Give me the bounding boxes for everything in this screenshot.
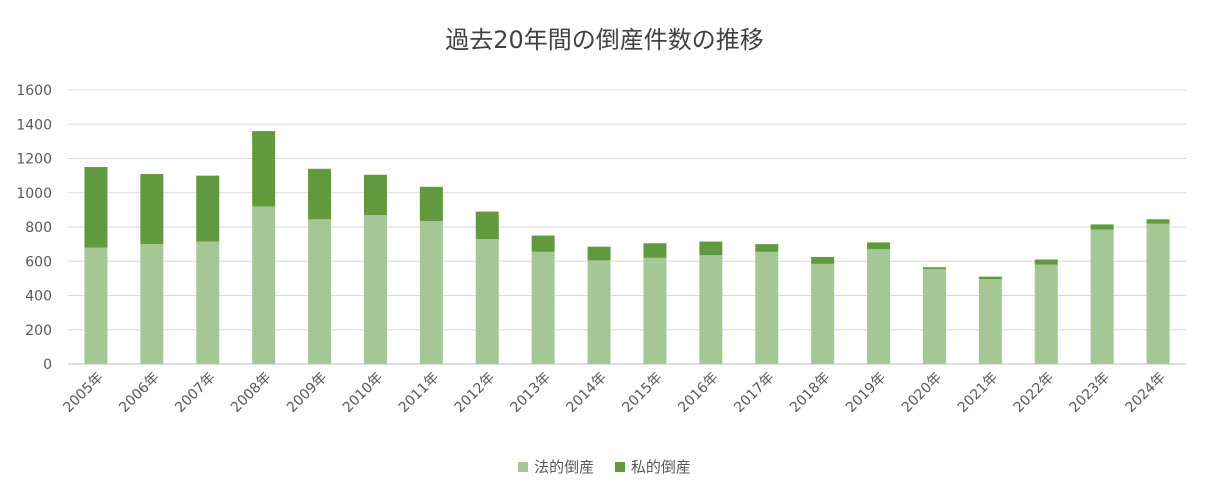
x-tick-label: 2008年 — [228, 370, 274, 416]
y-tick-label: 400 — [25, 289, 52, 305]
gridlines — [68, 89, 1186, 365]
bar-legal-3 — [252, 206, 276, 364]
bar-legal-5 — [363, 215, 387, 364]
legend-item-private: 私的倒産 — [614, 456, 691, 477]
x-tick-label: 2017年 — [731, 370, 777, 416]
bar-legal-19 — [1146, 223, 1170, 364]
bars — [84, 131, 1170, 364]
legend-swatch-private — [614, 461, 625, 472]
bar-private-15 — [922, 267, 946, 269]
bar-private-1 — [140, 173, 164, 245]
x-tick-label: 2022年 — [1011, 370, 1057, 416]
legend-swatch-legal — [518, 461, 529, 472]
bar-legal-17 — [1034, 264, 1058, 364]
x-tick-label: 2013年 — [508, 370, 554, 416]
bar-private-3 — [252, 131, 276, 207]
bar-legal-10 — [643, 257, 667, 364]
x-tick-label: 2010年 — [340, 370, 386, 416]
y-tick-label: 1000 — [16, 186, 52, 202]
bar-legal-15 — [922, 268, 946, 364]
x-tick-label: 2005年 — [60, 370, 106, 416]
y-tick-label: 200 — [25, 323, 52, 339]
y-tick-label: 1400 — [16, 117, 52, 133]
bar-legal-6 — [419, 221, 443, 364]
bar-legal-16 — [978, 279, 1002, 364]
x-tick-label: 2016年 — [675, 370, 721, 416]
x-tick-label: 2015年 — [619, 370, 665, 416]
x-tick-label: 2023年 — [1067, 370, 1113, 416]
bar-legal-2 — [196, 241, 220, 364]
y-axis-ticks: 0 200 400 600 800 1000 1200 1400 1600 — [16, 83, 52, 373]
bar-legal-1 — [140, 244, 164, 364]
bar-private-19 — [1146, 219, 1170, 224]
bar-private-8 — [531, 235, 555, 252]
bar-private-10 — [643, 243, 667, 258]
chart-title: 過去20年間の倒産件数の推移 — [445, 26, 764, 54]
legend-label-private: 私的倒産 — [630, 458, 691, 476]
bar-private-2 — [196, 175, 220, 242]
bar-private-7 — [475, 211, 499, 239]
x-tick-label: 2006年 — [116, 370, 162, 416]
bar-legal-7 — [475, 238, 499, 364]
bar-private-13 — [811, 256, 835, 264]
bar-private-11 — [699, 241, 723, 256]
y-tick-label: 800 — [25, 220, 52, 236]
legend-item-legal: 法的倒産 — [518, 456, 594, 477]
bar-private-6 — [419, 186, 443, 222]
x-tick-label: 2014年 — [563, 370, 609, 416]
bar-private-16 — [978, 276, 1002, 280]
x-axis-ticks: 2005年 2006年 2007年 2008年 2009年 2010年 2011年 2012年… — [60, 370, 1169, 416]
x-tick-label: 2011年 — [396, 370, 442, 416]
bar-private-9 — [587, 246, 611, 261]
x-tick-label: 2007年 — [172, 370, 218, 416]
x-tick-label: 2012年 — [452, 370, 498, 416]
x-tick-label: 2020年 — [899, 370, 945, 416]
x-tick-label: 2019年 — [843, 370, 889, 416]
bar-legal-8 — [531, 251, 555, 364]
x-tick-label: 2009年 — [284, 370, 330, 416]
x-tick-label: 2021年 — [955, 370, 1001, 416]
legend: 法的倒産 私的倒産 — [0, 456, 1209, 477]
bar-legal-12 — [755, 251, 779, 364]
x-tick-label: 2024年 — [1122, 370, 1168, 416]
bar-legal-9 — [587, 260, 611, 364]
bar-private-17 — [1034, 259, 1058, 265]
y-tick-label: 0 — [43, 357, 52, 373]
y-tick-label: 1600 — [16, 83, 52, 99]
bar-private-0 — [84, 167, 108, 248]
bar-private-12 — [755, 244, 779, 252]
bar-legal-14 — [867, 249, 891, 364]
bar-legal-11 — [699, 255, 723, 364]
y-tick-label: 600 — [25, 254, 52, 270]
y-tick-label: 1200 — [16, 152, 52, 168]
bar-private-4 — [308, 168, 332, 220]
bar-private-5 — [363, 174, 387, 216]
bar-private-18 — [1090, 224, 1114, 230]
bar-legal-18 — [1090, 229, 1114, 364]
x-tick-label: 2018年 — [787, 370, 833, 416]
legend-label-legal: 法的倒産 — [534, 458, 595, 476]
bar-legal-4 — [308, 219, 332, 364]
bar-private-14 — [867, 242, 891, 250]
bar-legal-13 — [811, 263, 835, 364]
bar-legal-0 — [84, 247, 108, 364]
